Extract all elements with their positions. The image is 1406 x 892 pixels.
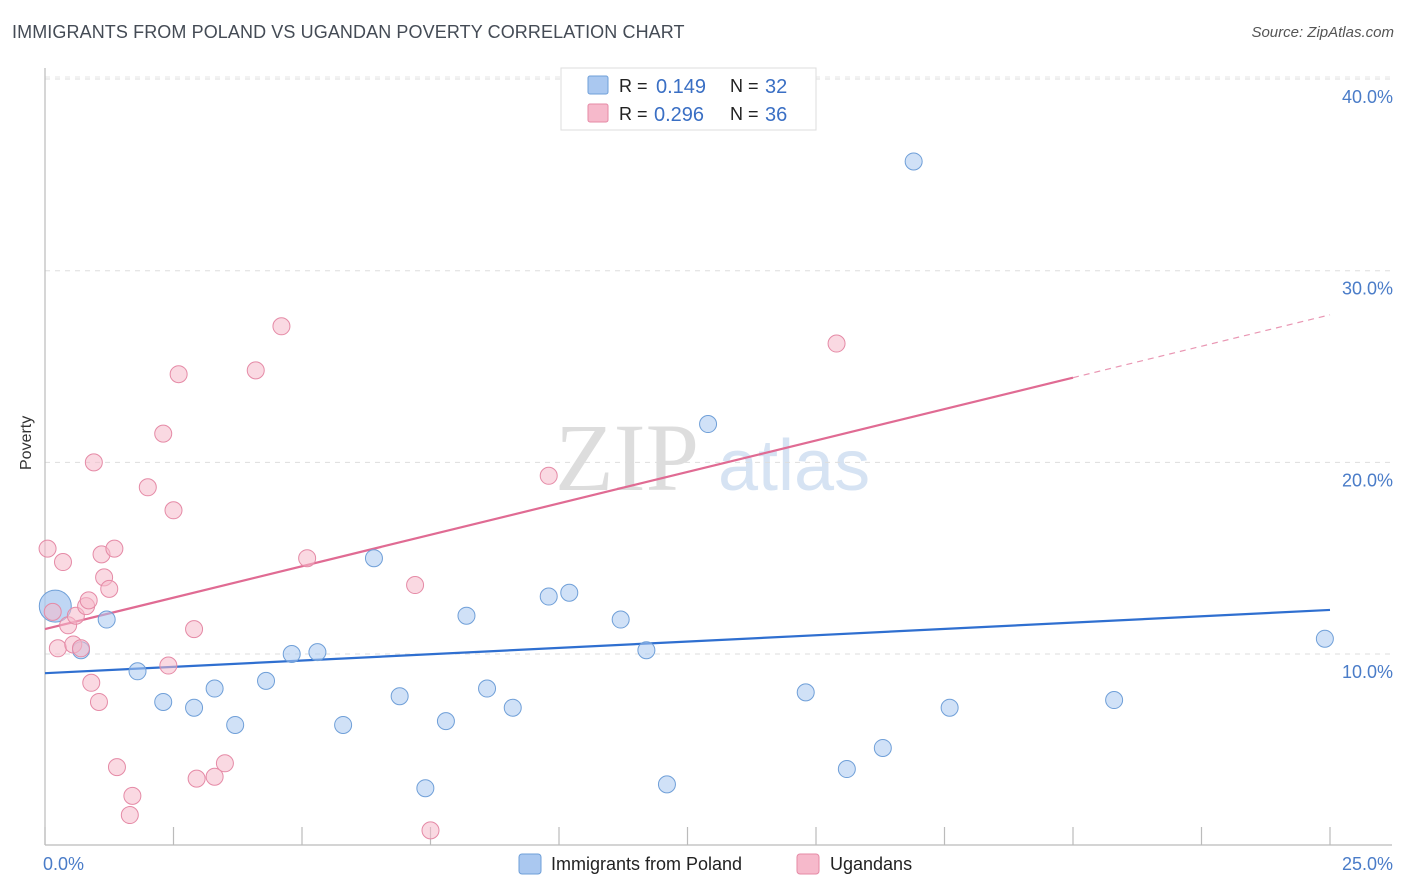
point-immigrants-from-poland-4 (154, 692, 173, 711)
point-immigrants-from-poland-14 (416, 779, 435, 798)
point-ugandans-23 (164, 501, 183, 520)
point-ugandans-26 (185, 620, 204, 639)
point-immigrants-from-poland-11 (334, 715, 353, 734)
legend-r-value-ugandans: 0.296 (654, 104, 704, 126)
legend-n-label-poland: N = (730, 76, 759, 96)
point-ugandans-7 (71, 639, 90, 658)
point-immigrants-from-poland-23 (657, 775, 676, 794)
point-immigrants-from-poland-3 (128, 662, 147, 681)
legend-r-label-ugandans: R = (619, 104, 648, 124)
point-immigrants-from-poland-10 (308, 643, 327, 662)
legend-swatch-poland (587, 75, 609, 95)
point-ugandans-17 (107, 758, 126, 777)
axes (44, 68, 1392, 846)
x-tick-label-min: 0.0% (43, 854, 84, 874)
trendline-ugandans (44, 376, 1074, 631)
point-ugandans-19 (123, 786, 142, 805)
point-immigrants-from-poland-29 (940, 698, 959, 717)
point-immigrants-from-poland-18 (503, 698, 522, 717)
source-label: Source: ZipAtlas.com (1251, 24, 1394, 41)
watermark-atlas: atlas (718, 426, 870, 506)
point-ugandans-1 (43, 602, 62, 621)
gridlines (45, 76, 1392, 655)
point-ugandans-27 (205, 767, 224, 786)
point-immigrants-from-poland-19 (539, 587, 558, 606)
x-tick-label-max: 25.0% (1342, 854, 1393, 874)
point-immigrants-from-poland-21 (611, 610, 630, 629)
trendline-extension-ugandans (1072, 314, 1331, 379)
point-ugandans-33 (421, 821, 440, 840)
legend-series: Immigrants from Poland Ugandans (518, 853, 912, 875)
point-immigrants-from-poland-28 (904, 152, 923, 171)
point-immigrants-from-poland-13 (390, 687, 409, 706)
point-ugandans-24 (169, 365, 188, 384)
point-ugandans-0 (38, 539, 57, 558)
point-immigrants-from-poland-27 (873, 738, 892, 757)
point-immigrants-from-poland-2 (97, 610, 116, 629)
legend-r-label-poland: R = (619, 76, 648, 96)
trendline-immigrants-from-poland (44, 608, 1331, 675)
legend-swatch-ugandans (587, 103, 609, 123)
point-ugandans-28 (215, 754, 234, 773)
legend-n-value-poland: 32 (765, 76, 787, 98)
point-immigrants-from-poland-15 (436, 712, 455, 731)
point-ugandans-18 (120, 806, 139, 825)
legend-swatch-immigrants-from-poland (518, 853, 542, 875)
point-immigrants-from-poland-7 (226, 715, 245, 734)
data-points (38, 152, 1334, 840)
point-ugandans-35 (827, 334, 846, 353)
point-ugandans-30 (272, 317, 291, 336)
point-immigrants-from-poland-24 (699, 415, 718, 434)
legend-n-value-ugandans: 36 (765, 104, 787, 126)
point-ugandans-11 (84, 453, 103, 472)
point-immigrants-from-poland-12 (364, 549, 383, 568)
point-ugandans-22 (159, 656, 178, 675)
point-immigrants-from-poland-8 (257, 671, 276, 690)
point-ugandans-12 (89, 692, 108, 711)
point-ugandans-32 (406, 576, 425, 595)
legend-n-label-ugandans: N = (730, 104, 759, 124)
point-ugandans-16 (105, 539, 124, 558)
point-ugandans-21 (154, 424, 173, 443)
point-immigrants-from-poland-9 (282, 645, 301, 664)
point-ugandans-20 (138, 478, 157, 497)
point-immigrants-from-poland-6 (205, 679, 224, 698)
y-tick-label-10: 10.0% (1342, 662, 1393, 682)
point-immigrants-from-poland-17 (478, 679, 497, 698)
point-immigrants-from-poland-26 (837, 760, 856, 779)
watermark-zip: ZIP (555, 404, 699, 511)
point-ugandans-15 (100, 579, 119, 598)
legend-r-value-poland: 0.149 (656, 76, 706, 98)
point-immigrants-from-poland-16 (457, 606, 476, 625)
point-immigrants-from-poland-31 (1315, 629, 1334, 648)
point-immigrants-from-poland-20 (560, 583, 579, 602)
trendlines (44, 314, 1331, 675)
point-immigrants-from-poland-25 (796, 683, 815, 702)
chart-title: IMMIGRANTS FROM POLAND VS UGANDAN POVERT… (12, 22, 685, 42)
legend-label-immigrants-from-poland: Immigrants from Poland (551, 854, 742, 874)
watermark: ZIP atlas (555, 404, 870, 511)
legend-label-ugandans: Ugandans (830, 854, 912, 874)
point-ugandans-29 (246, 361, 265, 380)
point-ugandans-10 (82, 673, 101, 692)
point-ugandans-9 (79, 591, 98, 610)
point-immigrants-from-poland-5 (185, 698, 204, 717)
point-immigrants-from-poland-30 (1105, 691, 1124, 710)
point-ugandans-3 (53, 553, 72, 572)
point-ugandans-25 (187, 769, 206, 788)
point-ugandans-2 (48, 639, 67, 658)
y-tick-label-20: 20.0% (1342, 470, 1393, 490)
legend-stats: R = 0.149 N = 32 R = 0.296 N = 36 (560, 67, 817, 131)
point-ugandans-34 (539, 466, 558, 485)
y-tick-label-40: 40.0% (1342, 87, 1393, 107)
legend-swatch-ugandans-bottom (796, 853, 820, 875)
point-immigrants-from-poland-22 (637, 641, 656, 660)
tick-labels: 10.0% 20.0% 30.0% 40.0% 0.0% 25.0% (43, 87, 1393, 874)
point-ugandans-31 (298, 549, 317, 568)
y-tick-label-30: 30.0% (1342, 279, 1393, 299)
